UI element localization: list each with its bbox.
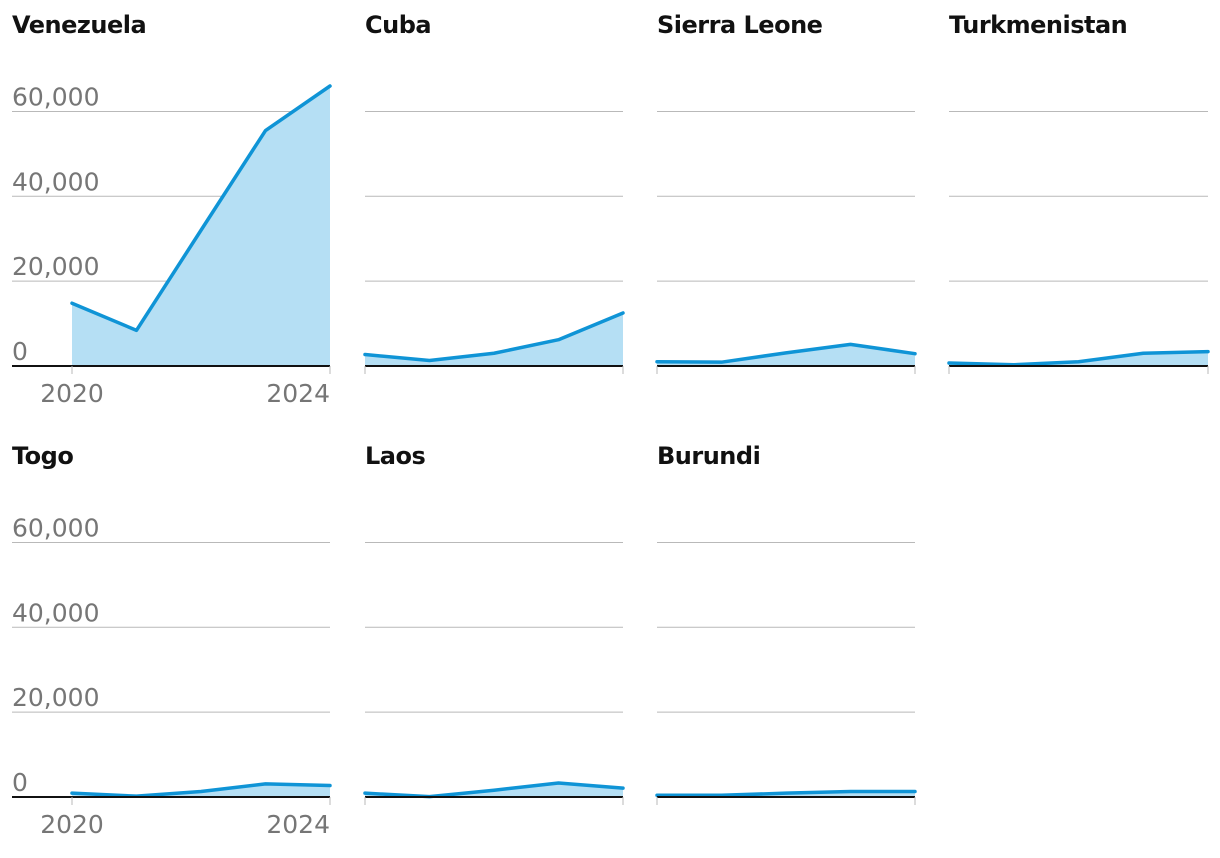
panel-venezuela: Venezuela 0 20,000 40,000 60,000 2020 2024 [12,11,332,408]
series-line [363,781,625,799]
series-line [70,782,332,798]
series-area [72,86,330,366]
series-area [365,783,623,797]
x-tick-label: 2024 [266,379,330,408]
x-tick-label: 2020 [40,379,104,408]
panel-title: Cuba [365,11,431,39]
panel-cuba: Cuba [363,11,625,374]
y-tick-label: 0 [12,337,28,366]
panel-title: Turkmenistan [949,11,1127,39]
panel-title: Venezuela [12,11,146,39]
series-line [947,349,1210,367]
series-area [949,351,1208,366]
x-tick-label: 2020 [40,810,104,839]
series-area [657,344,915,366]
y-tick-label: 40,000 [12,598,99,627]
series-line [655,789,917,798]
panel-title: Togo [12,442,73,470]
panel-burundi: Burundi [655,442,917,805]
panel-title: Sierra Leone [657,11,823,39]
series-line [363,311,625,363]
series-line [655,342,917,364]
y-tick-label: 20,000 [12,252,99,281]
panel-turkmenistan: Turkmenistan [947,11,1210,374]
series-area [365,312,623,366]
series-line [70,84,332,333]
y-tick-label: 40,000 [12,167,99,196]
y-tick-label: 60,000 [12,82,99,111]
panel-togo: Togo 0 20,000 40,000 60,000 2020 2024 [12,442,332,839]
series-area [72,783,330,797]
panel-title: Burundi [657,442,760,470]
panel-title: Laos [365,442,425,470]
panel-sierra-leone: Sierra Leone [655,11,917,374]
x-tick-label: 2024 [266,810,330,839]
y-tick-label: 0 [12,768,28,797]
y-tick-label: 60,000 [12,513,99,542]
y-tick-label: 20,000 [12,683,99,712]
panel-laos: Laos [363,442,625,805]
